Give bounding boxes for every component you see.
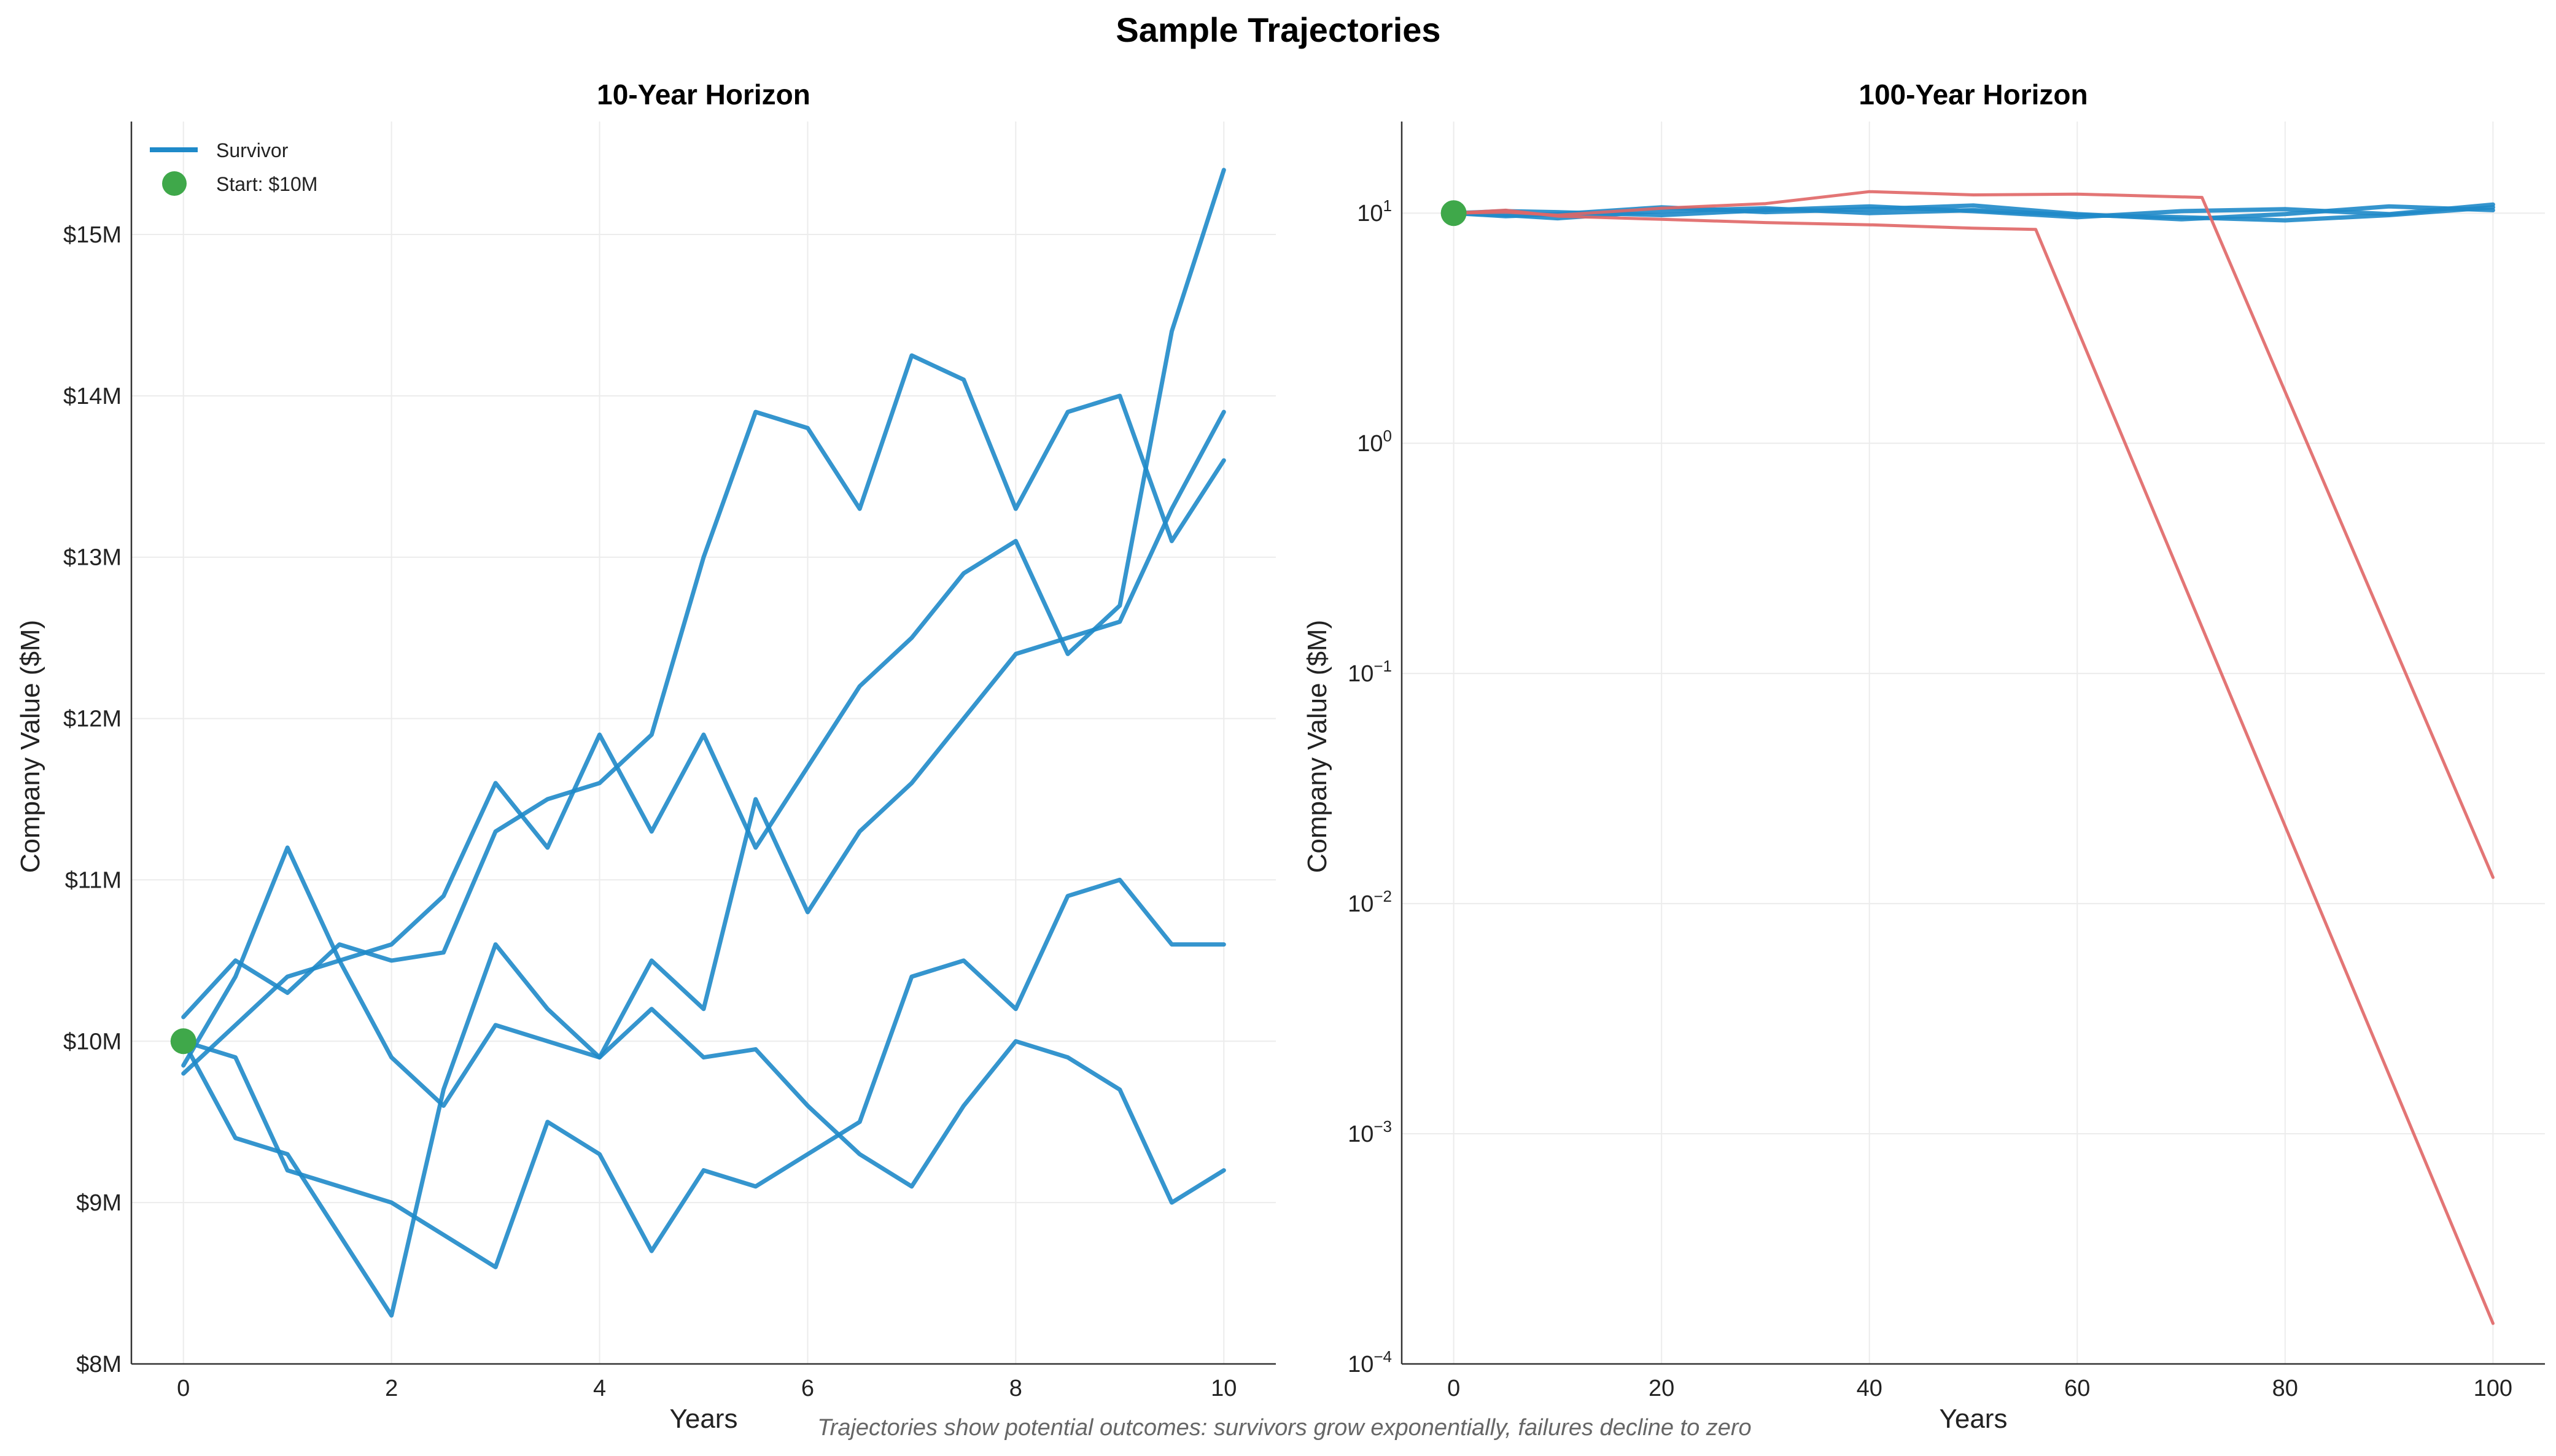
y-tick-label: 100 [1357,427,1392,457]
right-panel-100-year: 100-Year Horizon 0 20 40 60 80 100 10−4 10−3 10−… [1302,79,2545,1434]
survivor-trajectory-line [1451,202,2495,220]
left-panel-title: 10-Year Horizon [597,79,810,110]
right-panel-title: 100-Year Horizon [1859,79,2088,110]
y-tick-label: $14M [63,384,122,409]
y-tick-label: 10−4 [1348,1347,1392,1377]
x-tick-label: 8 [1009,1376,1022,1401]
y-tick-label: $10M [63,1029,122,1055]
y-tick-label: $13M [63,545,122,571]
survivor-trajectory-line [181,877,1226,1269]
left-start-marker [170,1028,196,1055]
right-tick-labels: 0 20 40 60 80 100 10−4 10−3 10−2 10−1 100 101 [1348,196,2512,1401]
right-axes [1400,122,2545,1365]
left-panel-10-year: 10-Year Horizon 0 2 4 6 8 10 $8M $9M $10M $11M $12… [15,79,1276,1434]
y-tick-label: 10−3 [1348,1117,1392,1147]
y-tick-label: $11M [65,867,122,893]
left-x-axis-label: Years [670,1404,738,1434]
right-x-axis-label: Years [1940,1404,2008,1434]
x-tick-label: 10 [1211,1376,1237,1401]
x-tick-label: 20 [1649,1376,1674,1401]
figure-title: Sample Trajectories [1116,10,1440,49]
legend-start-label: Start: $10M [216,173,317,195]
survivor-trajectory-line [1451,205,2495,223]
right-start-marker [1440,200,1467,227]
legend-survivor-label: Survivor [216,139,289,161]
failure-trajectory-line [1452,208,2495,1325]
left-series-group [181,168,1226,1318]
legend: Survivor Start: $10M [150,139,317,196]
x-tick-label: 4 [593,1376,606,1401]
y-tick-label: $12M [63,707,122,732]
survivor-trajectory-line [181,353,1226,1020]
x-tick-label: 80 [2272,1376,2298,1401]
x-tick-label: 100 [2474,1376,2512,1401]
x-tick-label: 40 [1857,1376,1882,1401]
left-tick-labels: 0 2 4 6 8 10 $8M $9M $10M $11M $12M $13M $14M $15M [63,222,1237,1401]
left-y-axis-label: Company Value ($M) [15,620,45,873]
right-y-axis-label: Company Value ($M) [1302,620,1332,873]
start-point-marker [1440,200,1467,227]
x-tick-label: 60 [2064,1376,2090,1401]
start-point-marker [170,1028,196,1055]
right-grid [1402,122,2545,1365]
y-tick-label: 10−2 [1348,887,1392,917]
y-tick-label: 10−1 [1348,657,1392,687]
x-tick-label: 2 [385,1376,398,1401]
x-tick-label: 6 [801,1376,814,1401]
y-tick-label: $15M [63,222,122,248]
footnote: Trajectories show potential outcomes: su… [817,1415,1751,1441]
right-series-group [1451,190,2495,1325]
survivor-trajectory-line [181,168,1226,1068]
y-tick-label: $8M [76,1352,122,1377]
survivor-trajectory-line [181,958,1226,1205]
survivor-trajectory-line [181,409,1226,1318]
y-tick-label: $9M [76,1190,122,1216]
y-tick-label: 101 [1357,196,1392,227]
legend-start-swatch [162,171,187,196]
left-axes [130,122,1276,1365]
failure-trajectory-line [1452,190,2495,879]
left-grid [131,122,1276,1365]
x-tick-label: 0 [177,1376,190,1401]
x-tick-label: 0 [1447,1376,1460,1401]
